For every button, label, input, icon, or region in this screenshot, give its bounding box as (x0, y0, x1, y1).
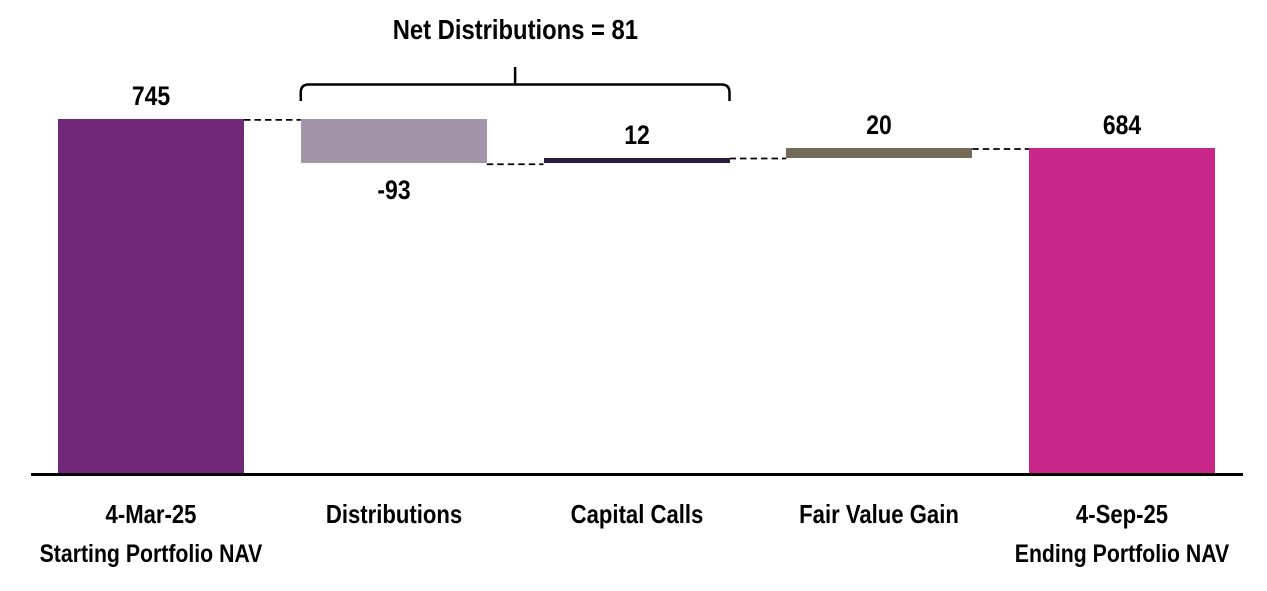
net-distributions-bracket (299, 67, 731, 101)
x-label-fair-value-gain: Fair Value Gain (799, 499, 960, 529)
x-label-capital-calls: Capital Calls (570, 499, 703, 529)
value-label-4-mar-25: 745 (131, 81, 171, 111)
bar-4-sep-25 (1029, 148, 1215, 474)
value-label-4-sep-25: 684 (1102, 110, 1142, 141)
bar-4-mar-25 (58, 119, 244, 474)
value-label-fair-value-gain: 20 (866, 110, 893, 141)
x-label-4-sep-25: 4-Sep-25 (1075, 499, 1169, 529)
x-label-4-mar-25: 4-Mar-25 (105, 499, 197, 529)
value-label-capital-calls: 12 (623, 119, 650, 150)
bar-fair-value-gain (786, 148, 973, 158)
x-sublabel-ending-portfolio-nav: Ending Portfolio NAV (1014, 540, 1230, 568)
x-axis-line (31, 473, 1243, 476)
x-label-distributions: Distributions (325, 499, 462, 529)
bar-capital-calls (543, 157, 730, 164)
net-distributions-annotation-title: Net Distributions = 81 (392, 14, 638, 45)
bar-distributions (300, 119, 487, 164)
x-sublabel-starting-portfolio-nav: Starting Portfolio NAV (39, 540, 263, 568)
value-label-distributions: -93 (377, 175, 411, 206)
